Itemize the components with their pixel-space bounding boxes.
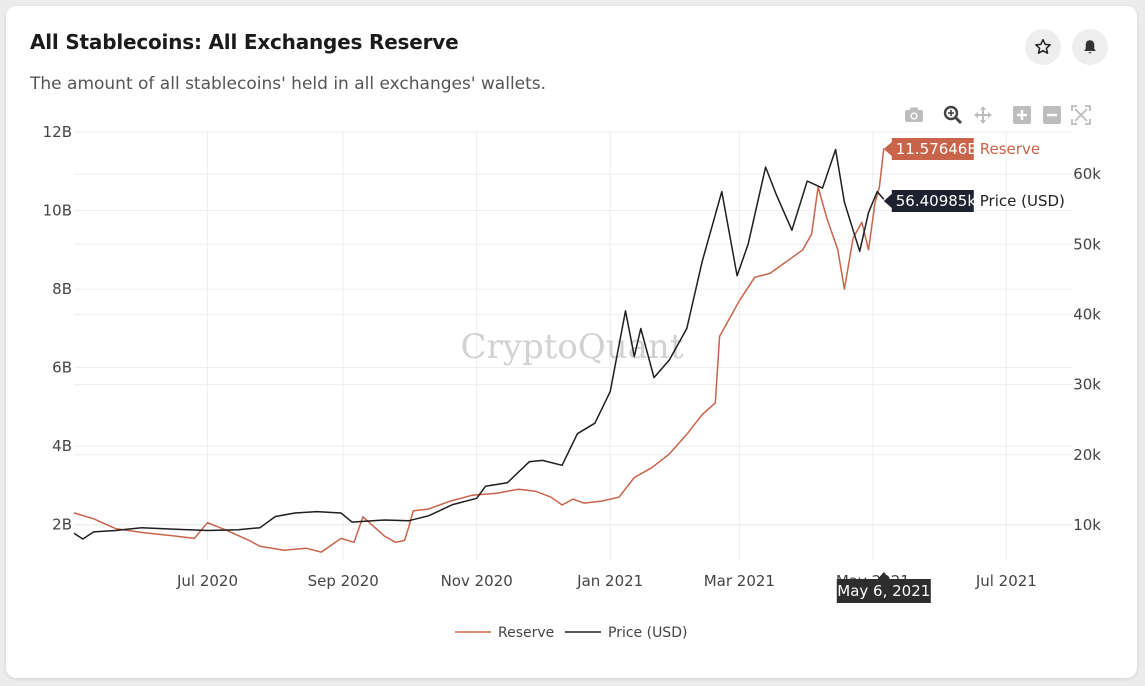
hover-date-box [836, 579, 931, 603]
y-left-tick-label: 8B [52, 280, 72, 298]
y-left-tick-label: 12B [43, 123, 72, 141]
star-icon [1035, 38, 1051, 54]
y-left-tick-label: 4B [52, 437, 72, 455]
hover-reserve-value: 11.57646B [896, 140, 978, 158]
x-tick-label: Jul 2020 [176, 572, 238, 590]
axes: 2B 4B 6B 8B 10B 12B 10k 20k 30k 40k 50k 60k Jul 2020… [43, 123, 1102, 590]
y-right-tick-label: 20k [1073, 446, 1101, 464]
plot-area[interactable] [73, 148, 885, 553]
legend-item[interactable]: Reserve [498, 625, 554, 641]
x-tick-label: Nov 2020 [441, 572, 513, 590]
y-right-tick-label: 10k [1073, 516, 1101, 534]
zoom-icon[interactable] [942, 104, 964, 126]
hover-date-pointer [877, 572, 890, 579]
pan-icon[interactable] [972, 104, 994, 126]
chart-subtitle: The amount of all stablecoins' held in a… [30, 74, 547, 94]
autoscale-icon[interactable] [1070, 104, 1092, 126]
zoom-out-icon[interactable] [1041, 104, 1063, 126]
y-right-tick-label: 30k [1073, 376, 1101, 394]
zoom-in-icon[interactable] [1011, 104, 1033, 126]
y-right-tick-label: 40k [1073, 305, 1101, 323]
camera-icon[interactable] [903, 104, 925, 126]
watermark: CryptoQuant [461, 327, 684, 367]
y-right-tick-label: 50k [1073, 235, 1101, 253]
hover-date: May 6, 2021 [837, 582, 930, 600]
y-right-tick-label: 60k [1073, 165, 1101, 183]
series-line-reserve [73, 148, 885, 553]
x-tick-label: Mar 2021 [704, 572, 775, 590]
y-left-tick-label: 2B [52, 516, 72, 534]
hover-price-value: 56.40985k [896, 192, 977, 210]
x-tick-label: Jan 2021 [576, 572, 643, 590]
hover-labels: 11.57646B Reserve 56.40985k Price (USD) May … [836, 138, 1065, 603]
hover-reserve-tag [883, 138, 974, 160]
favorite-button[interactable] [1025, 29, 1061, 65]
legend[interactable]: Reserve Price (USD) [455, 625, 687, 641]
alert-button[interactable] [1072, 29, 1108, 65]
bell-icon [1084, 40, 1096, 54]
hover-price-label: Price (USD) [980, 192, 1065, 210]
chart-title: All Stablecoins: All Exchanges Reserve [30, 30, 459, 54]
hover-price-tag [883, 190, 974, 212]
x-tick-label: Sep 2020 [308, 572, 379, 590]
y-left-tick-label: 10B [43, 202, 72, 220]
legend-item[interactable]: Price (USD) [608, 625, 687, 641]
series-line-price-usd [73, 148, 885, 540]
hover-reserve-label: Reserve [980, 140, 1040, 158]
y-left-tick-label: 6B [52, 359, 72, 377]
x-tick-label: Jul 2021 [975, 572, 1037, 590]
